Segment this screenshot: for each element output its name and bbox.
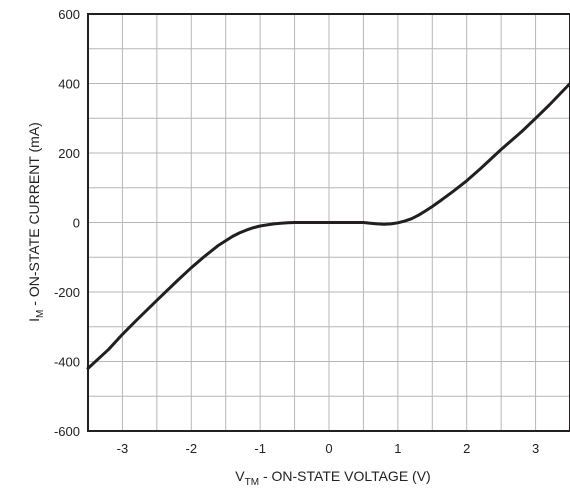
- grid: [88, 14, 570, 431]
- y-axis-label-base: I: [26, 318, 42, 322]
- plot-frame: [87, 13, 570, 432]
- y-axis-label-subscript: M: [35, 310, 46, 318]
- y-tick-labels: 600 400 200 0 -200 -400 -600: [54, 7, 80, 439]
- x-tick-labels: -3 -2 -1 0 1 2 3: [117, 441, 540, 456]
- y-tick-label: 0: [73, 216, 80, 231]
- y-tick-label: -200: [54, 285, 80, 300]
- y-tick-label: 600: [58, 7, 80, 22]
- x-tick-label: 0: [325, 441, 332, 456]
- x-tick-label: 1: [394, 441, 401, 456]
- x-tick-label: -1: [254, 441, 266, 456]
- y-tick-label: -600: [54, 424, 80, 439]
- x-tick-label: 3: [532, 441, 539, 456]
- y-axis-label: IM - ON-STATE CURRENT (mA): [26, 122, 46, 322]
- y-axis-label-rest: - ON-STATE CURRENT (mA): [26, 122, 42, 309]
- x-axis-label: VTM - ON-STATE VOLTAGE (V): [235, 468, 430, 488]
- y-tick-label: -400: [54, 355, 80, 370]
- y-tick-label: 200: [58, 146, 80, 161]
- x-axis-label-subscript: TM: [245, 477, 259, 488]
- x-axis-label-base: V: [235, 468, 245, 484]
- x-tick-label: 2: [463, 441, 470, 456]
- series-line: [86, 82, 570, 370]
- x-axis-label-rest: - ON-STATE VOLTAGE (V): [259, 468, 431, 484]
- x-tick-label: -2: [186, 441, 198, 456]
- x-tick-label: -3: [117, 441, 129, 456]
- y-tick-label: 400: [58, 77, 80, 92]
